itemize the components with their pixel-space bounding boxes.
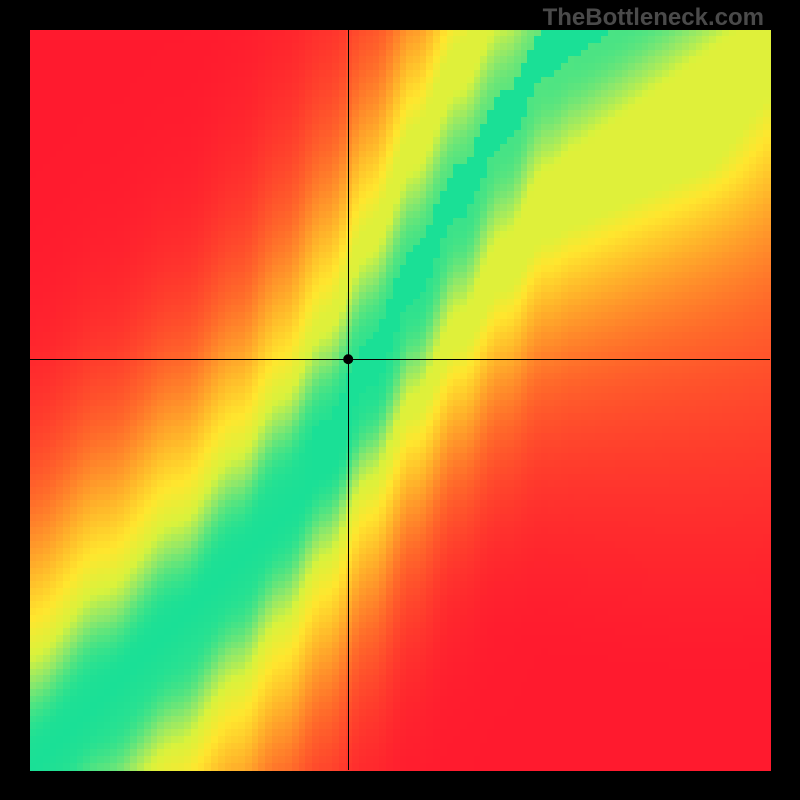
watermark-text: TheBottleneck.com <box>543 4 764 32</box>
chart-container: { "image": { "width": 800, "height": 800… <box>0 0 800 800</box>
bottleneck-heatmap <box>0 0 800 800</box>
